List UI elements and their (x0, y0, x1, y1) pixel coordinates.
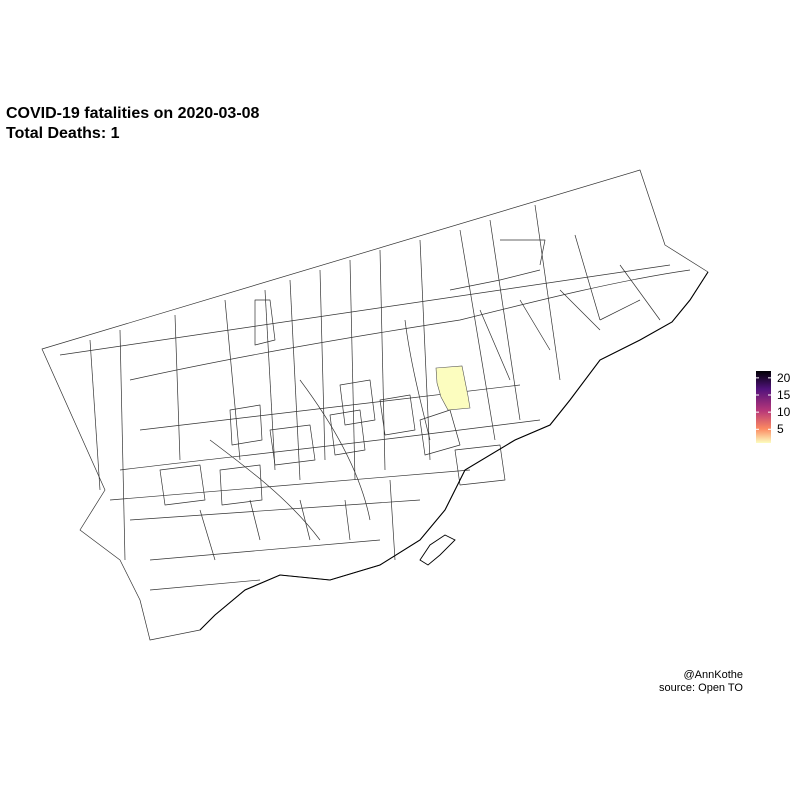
boundary-line (379, 394, 416, 436)
boundary-line (249, 499, 261, 541)
boundary-line (449, 269, 541, 291)
caption-source: source: Open TO (659, 682, 743, 694)
toronto-islands (419, 534, 456, 566)
boundary-line (329, 409, 366, 456)
boundary-line (129, 269, 691, 381)
boundary-line (229, 404, 263, 446)
boundary-line (174, 314, 181, 461)
caption-author: @AnnKothe (683, 669, 744, 681)
boundary-line (149, 539, 381, 561)
boundary-line (559, 289, 601, 331)
boundary-line (479, 309, 511, 381)
boundary-line (299, 499, 311, 541)
title-date-line: COVID-19 fatalities on 2020-03-08 (6, 105, 260, 122)
boundary-line (459, 229, 496, 441)
boundary-line (519, 299, 551, 351)
boundary-line (419, 409, 461, 456)
shoreline (199, 271, 709, 631)
boundary-line (534, 204, 561, 381)
boundary-line (379, 249, 386, 471)
boundary-line (619, 264, 661, 321)
title-total-deaths-line: Total Deaths: 1 (6, 125, 120, 142)
map-caption: @AnnKothe source: Open TO (659, 669, 743, 695)
boundary-line (319, 269, 326, 461)
boundary-line (209, 439, 321, 541)
boundary-line (500, 239, 546, 266)
boundary-line (269, 424, 316, 466)
boundary-line (489, 219, 521, 421)
legend-tick-label: 10 (777, 405, 791, 420)
boundary-line (219, 464, 263, 506)
boundary-line (89, 339, 101, 491)
boundary-line (129, 499, 421, 521)
boundary-line (254, 299, 276, 346)
boundary-line (599, 299, 641, 321)
legend-tick-label: 15 (777, 388, 791, 402)
boundary-line (404, 319, 431, 441)
boundary-line (454, 444, 506, 486)
boundary-line (159, 464, 206, 506)
map-title: COVID-19 fatalities on 2020-03-08 Total … (6, 104, 259, 144)
boundary-line (349, 259, 356, 481)
city-outline (41, 169, 709, 641)
legend-tick-label: 20 (777, 370, 791, 385)
boundary-line (344, 499, 351, 541)
boundary-line (419, 239, 431, 461)
color-legend: 20 15 10 5 (756, 368, 796, 448)
boundary-line (149, 579, 261, 591)
boundary-line (299, 379, 371, 521)
boundary-line (199, 509, 216, 561)
boundary-line (339, 379, 376, 426)
boundary-line (119, 329, 126, 561)
boundary-line (289, 279, 301, 481)
boundary-line (264, 289, 276, 471)
boundary-line (389, 479, 396, 561)
highlighted-neighbourhood (435, 365, 471, 411)
boundary-line (224, 299, 241, 461)
legend-tick-label: 5 (777, 422, 784, 437)
boundary-line (119, 419, 541, 471)
boundary-line (59, 264, 671, 356)
boundary-line (109, 469, 471, 501)
legend-color-bar (756, 371, 771, 443)
